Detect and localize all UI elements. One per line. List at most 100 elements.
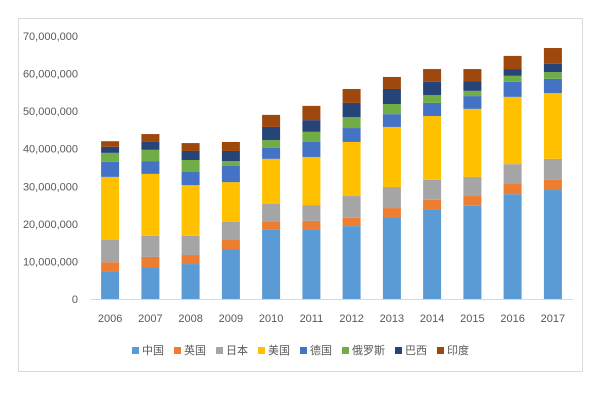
bar-segment-2008-series-1	[181, 255, 200, 265]
bar-segment-2015-series-5	[463, 90, 482, 97]
bar-segment-2013-series-6	[382, 88, 401, 105]
bar-stack-2013	[382, 76, 401, 299]
bar-segment-2006-series-5	[101, 152, 120, 162]
bar-segment-2008-series-7	[181, 143, 200, 151]
y-tick-label-0: 0	[72, 294, 78, 306]
bar-segment-2012-series-1	[342, 217, 361, 227]
legend: 中国 英国 日本 美国 德国 俄罗斯 巴西 印度	[18, 341, 583, 359]
bar-segment-2010-series-4	[262, 147, 281, 159]
legend-label-1: 英国	[184, 345, 206, 357]
bar-segment-2016-series-7	[503, 55, 522, 70]
bar-segment-2006-series-0	[101, 271, 120, 299]
bar-segment-2014-series-4	[423, 102, 442, 117]
bar-segment-2008-series-0	[181, 264, 200, 299]
y-axis-tick-labels: 0 10,000,000 20,000,000 30,000,000 40,000,00…	[23, 31, 78, 306]
x-tick-label-2011: 2011	[300, 313, 324, 325]
legend-label-6: 巴西	[405, 345, 427, 357]
x-tick-label-2013: 2013	[380, 313, 404, 325]
bar-segment-2007-series-4	[141, 161, 160, 174]
bar-stack-2011	[302, 105, 321, 299]
bar-segment-2012-series-7	[342, 88, 361, 103]
bar-segment-2017-series-1	[543, 179, 562, 191]
bar-segment-2014-series-3	[423, 116, 442, 180]
bar-segment-2013-series-3	[382, 126, 401, 188]
bar-segment-2009-series-1	[221, 240, 240, 250]
bar-stack-2015	[463, 69, 482, 299]
bar-segment-2015-series-1	[463, 196, 482, 206]
bar-segment-2015-series-6	[463, 81, 482, 91]
bar-stack-2014	[423, 69, 442, 299]
bar-segment-2016-series-1	[503, 184, 522, 195]
bar-segment-2010-series-7	[262, 114, 281, 127]
x-tick-label-2006: 2006	[98, 313, 122, 325]
bar-segment-2008-series-6	[181, 150, 200, 160]
bar-stack-2008	[181, 143, 200, 299]
bar-segment-2014-series-5	[423, 94, 442, 103]
bar-segment-2010-series-2	[262, 203, 281, 222]
bar-segment-2010-series-1	[262, 221, 281, 230]
bar-segment-2014-series-7	[423, 69, 442, 82]
bar-segment-2017-series-7	[543, 48, 562, 64]
legend-label-7: 印度	[447, 345, 469, 357]
bar-stack-2006	[101, 141, 120, 299]
legend-swatch-0	[132, 346, 139, 354]
bar-segment-2009-series-3	[221, 182, 240, 222]
bar-segment-2016-series-3	[503, 96, 522, 165]
bar-segment-2009-series-2	[221, 221, 240, 241]
bar-segment-2006-series-2	[101, 240, 120, 263]
bar-segment-2016-series-4	[503, 81, 522, 97]
legend-item-6: 巴西	[395, 342, 427, 358]
bar-segment-2007-series-2	[141, 235, 160, 257]
bar-segment-2008-series-5	[181, 159, 200, 173]
bar-segment-2008-series-2	[181, 235, 200, 256]
bar-stack-2017	[543, 48, 562, 299]
legend-item-0: 中国	[132, 342, 164, 358]
legend-swatch-1	[174, 346, 181, 354]
bar-segment-2011-series-1	[302, 220, 321, 230]
bar-segment-2008-series-3	[181, 185, 200, 236]
y-tick-label-4: 40,000,000	[23, 144, 78, 156]
bar-segment-2011-series-0	[302, 229, 321, 299]
bar-segment-2012-series-3	[342, 141, 361, 197]
x-tick-label-2007: 2007	[138, 313, 162, 325]
x-tick-label-2012: 2012	[339, 313, 363, 325]
legend-swatch-7	[437, 346, 444, 354]
y-tick-label-3: 30,000,000	[23, 181, 78, 193]
bar-segment-2007-series-0	[141, 267, 160, 299]
bar-segment-2013-series-5	[382, 104, 401, 115]
y-tick-label-5: 50,000,000	[23, 106, 78, 118]
legend-item-5: 俄罗斯	[342, 342, 385, 358]
bar-segment-2007-series-6	[141, 141, 160, 150]
bar-segment-2010-series-5	[262, 140, 281, 148]
legend-label-4: 德国	[310, 345, 332, 357]
bar-segment-2015-series-2	[463, 176, 482, 197]
bar-segment-2011-series-5	[302, 131, 321, 142]
bar-segment-2017-series-4	[543, 78, 562, 94]
bar-segment-2011-series-2	[302, 205, 321, 221]
legend-swatch-4	[300, 346, 307, 354]
bar-segment-2007-series-7	[141, 134, 160, 142]
bar-segment-2015-series-0	[463, 205, 482, 299]
bar-segment-2009-series-0	[221, 249, 240, 299]
x-tick-label-2008: 2008	[178, 313, 202, 325]
bar-segment-2014-series-1	[423, 199, 442, 210]
bar-stack-2016	[503, 55, 522, 299]
bar-segment-2011-series-4	[302, 141, 321, 157]
bar-segment-2012-series-5	[342, 117, 361, 129]
bar-stack-2012	[342, 88, 361, 299]
bar-segment-2017-series-5	[543, 72, 562, 79]
x-tick-label-2015: 2015	[460, 313, 484, 325]
x-tick-label-2014: 2014	[420, 313, 444, 325]
x-tick-label-2009: 2009	[219, 313, 243, 325]
bar-segment-2014-series-0	[423, 209, 442, 299]
bar-segment-2006-series-1	[101, 262, 120, 272]
bar-segment-2016-series-6	[503, 69, 522, 76]
bar-segment-2013-series-0	[382, 217, 401, 299]
bar-segment-2016-series-5	[503, 75, 522, 82]
bar-segment-2016-series-0	[503, 194, 522, 299]
bar-segment-2007-series-1	[141, 256, 160, 268]
bar-segment-2009-series-6	[221, 150, 240, 162]
bar-segment-2012-series-4	[342, 128, 361, 142]
